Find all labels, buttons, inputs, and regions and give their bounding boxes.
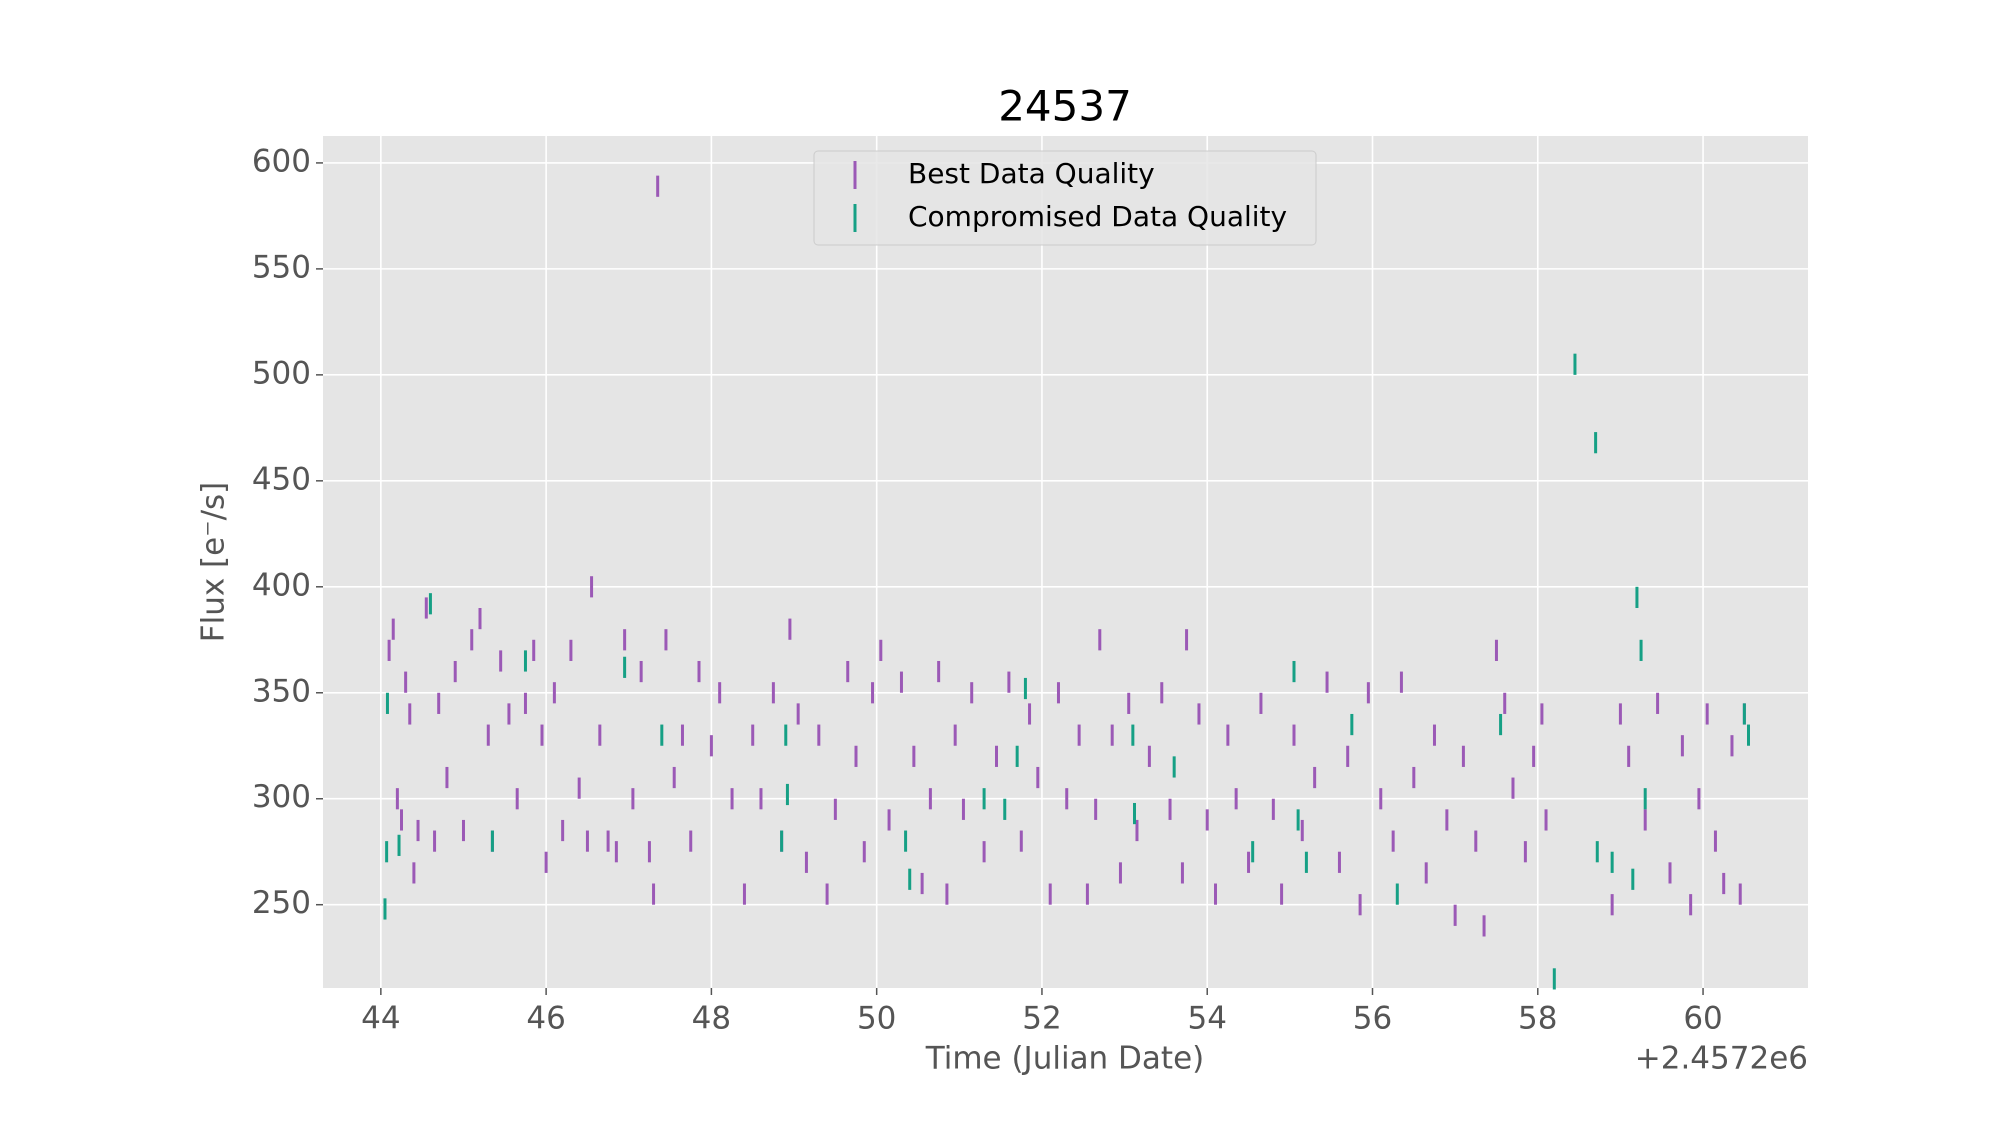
x-tick-label: 52 bbox=[1022, 1001, 1061, 1037]
x-axis-label: Time (Julian Date) bbox=[925, 1041, 1205, 1077]
y-tick-label: 300 bbox=[252, 779, 311, 815]
y-tick-label: 450 bbox=[252, 461, 311, 497]
x-tick-label: 60 bbox=[1683, 1001, 1722, 1037]
x-tick-label: 46 bbox=[526, 1001, 565, 1037]
y-axis-label: Flux [e⁻/s] bbox=[196, 482, 232, 643]
y-tick-label: 600 bbox=[252, 143, 311, 179]
y-tick-label: 400 bbox=[252, 567, 311, 603]
y-tick-label: 550 bbox=[252, 249, 311, 285]
legend-label: Best Data Quality bbox=[908, 157, 1155, 190]
legend-box bbox=[813, 150, 1317, 246]
y-tick-label: 500 bbox=[252, 355, 311, 391]
x-tick-label: 44 bbox=[361, 1001, 400, 1037]
x-tick-label: 50 bbox=[857, 1001, 896, 1037]
legend-label: Compromised Data Quality bbox=[908, 200, 1287, 233]
y-tick-label: 250 bbox=[252, 885, 311, 921]
x-offset-label: +2.4572e6 bbox=[1635, 1041, 1808, 1077]
chart-title: 24537 bbox=[998, 82, 1132, 131]
plot-area bbox=[323, 136, 1808, 988]
x-tick-label: 58 bbox=[1518, 1001, 1557, 1037]
y-tick-label: 350 bbox=[252, 673, 311, 709]
x-tick-label: 56 bbox=[1353, 1001, 1392, 1037]
x-tick-label: 54 bbox=[1187, 1001, 1226, 1037]
x-tick-label: 48 bbox=[692, 1001, 731, 1037]
